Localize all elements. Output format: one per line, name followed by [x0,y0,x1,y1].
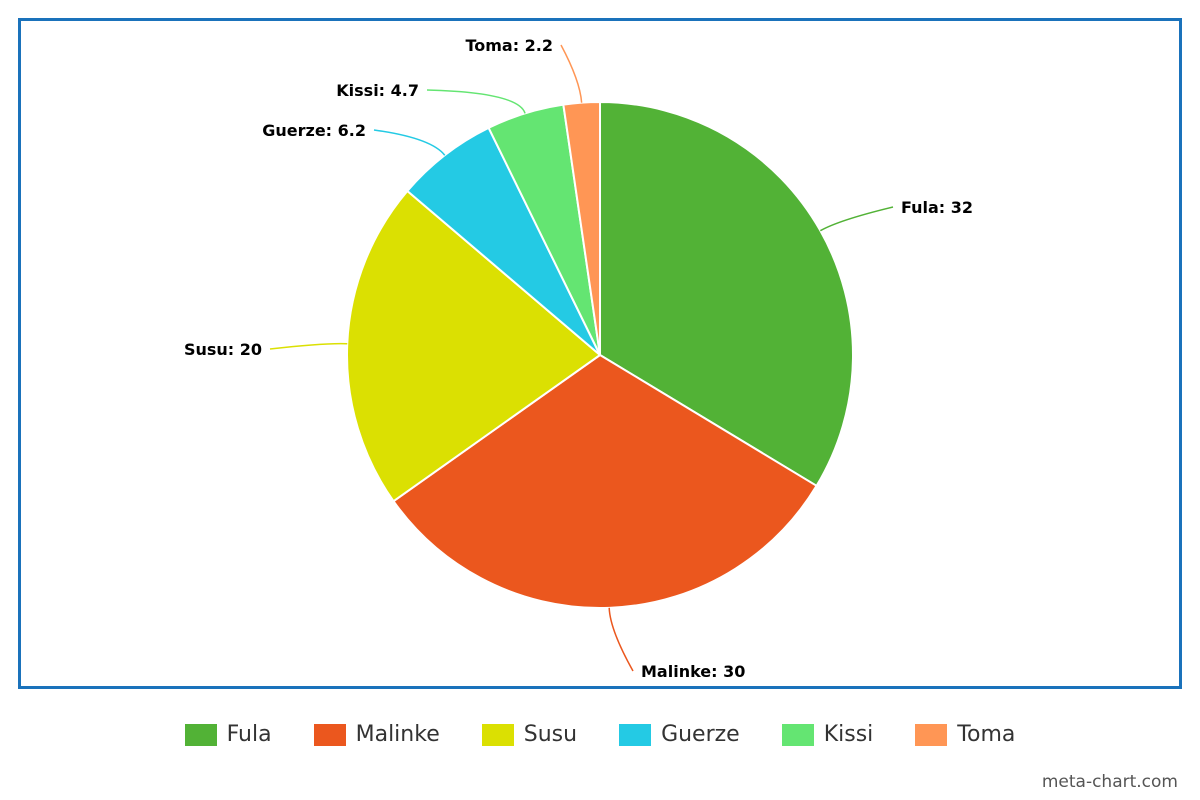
legend-label: Kissi [823,722,874,747]
watermark: meta-chart.com [1041,772,1178,792]
pie-chart: Fula: 32 Malinke: 30 Susu: 20 Guerze: 6.2 Ki… [184,36,973,681]
legend-label: Fula [226,722,272,747]
legend-swatch [481,723,514,746]
data-label-toma: Toma: 2.2 [465,36,553,55]
legend-item-toma[interactable]: Toma [915,722,1015,747]
pie-slice-susu[interactable] [346,189,602,503]
legend-swatch [915,723,948,746]
data-label-susu: Susu: 20 [184,340,262,359]
legend-swatch [619,723,652,746]
legend-label: Malinke [355,722,440,747]
leader-line-fula [819,206,894,232]
legend-swatch [781,723,814,746]
data-label-guerze: Guerze: 6.2 [262,121,366,140]
leader-line-malinke [608,607,634,672]
legend-swatch [184,723,217,746]
pie-slice-fula[interactable] [599,100,854,488]
legend-item-guerze[interactable]: Guerze [619,722,740,747]
leader-line-kissi [426,89,526,114]
legend-item-fula[interactable]: Fula [184,722,272,747]
legend-item-susu[interactable]: Susu [481,722,578,747]
leader-line-guerze [373,129,446,156]
legend-label: Guerze [661,722,740,747]
legend-item-malinke[interactable]: Malinke [313,722,440,747]
leader-line-toma [560,44,583,103]
legend: Fula Malinke Susu Guerze Kissi Toma [0,722,1200,747]
legend-item-kissi[interactable]: Kissi [781,722,874,747]
chart-frame: Fula: 32 Malinke: 30 Susu: 20 Guerze: 6.2 Ki… [18,18,1182,689]
leader-line-susu [269,342,348,350]
data-label-malinke: Malinke: 30 [641,662,745,681]
legend-swatch [313,723,346,746]
legend-label: Susu [523,722,578,747]
data-label-fula: Fula: 32 [901,198,973,217]
data-label-kissi: Kissi: 4.7 [336,81,419,100]
legend-label: Toma [957,722,1016,747]
